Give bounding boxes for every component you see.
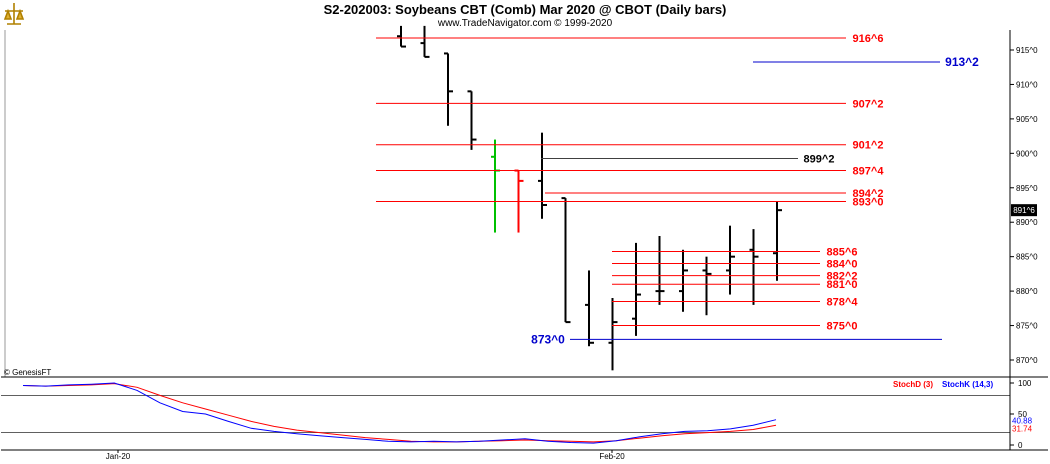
level-label: 873^0 (531, 332, 565, 346)
price-bar (632, 242, 641, 336)
price-tick-label: 880^0 (1016, 287, 1038, 296)
price-tick-label: 870^0 (1016, 356, 1038, 365)
price-bar (749, 229, 759, 305)
price-bar (726, 225, 735, 295)
price-bar (467, 90, 477, 150)
price-bar (773, 201, 782, 281)
level-label: 907^2 (853, 98, 884, 110)
price-tick-label: 875^0 (1016, 322, 1038, 331)
stochD-value-label: 31.74 (1012, 424, 1033, 433)
x-label-jan: Jan-20 (106, 452, 131, 461)
price-tick-label: 895^0 (1016, 184, 1038, 193)
price-bar (491, 139, 500, 233)
price-bar (397, 25, 406, 48)
level-label: 882^2 (827, 271, 858, 283)
level-label: 899^2 (804, 154, 835, 166)
price-tick-label: 890^0 (1016, 218, 1038, 227)
price-bar (702, 256, 712, 316)
copyright-label: © GenesisFT (4, 368, 52, 377)
level-label: 916^6 (853, 33, 884, 45)
chart-subtitle: www.TradeNavigator.com © 1999-2020 (437, 18, 613, 29)
last-price-label: 891^6 (1013, 206, 1035, 215)
level-label: 878^4 (827, 296, 859, 308)
chart-title: S2-202003: Soybeans CBT (Comb) Mar 2020 … (323, 2, 727, 17)
last-price-box (1011, 204, 1037, 217)
stoch-tick-label: 0 (1018, 441, 1023, 450)
price-bar (608, 298, 618, 371)
stoch-series-line (22, 382, 777, 444)
level-label: 881^0 (827, 279, 858, 291)
stoch-series-line (22, 383, 777, 443)
level-label: 901^2 (853, 140, 884, 152)
level-label: 875^0 (827, 321, 858, 333)
level-label: 885^6 (827, 247, 858, 259)
level-label: 897^4 (853, 166, 885, 178)
legend-stochD: StochD (3) (893, 380, 933, 389)
price-bar (420, 25, 430, 58)
stoch-tick-label: 100 (1018, 379, 1032, 388)
price-tick-label: 885^0 (1016, 253, 1038, 262)
price-tick-label: 910^0 (1016, 80, 1038, 89)
price-tick-label: 905^0 (1016, 115, 1038, 124)
stoch-tick-label: 50 (1018, 410, 1027, 419)
price-tick-label: 915^0 (1016, 46, 1038, 55)
stochK-value-label: 40.88 (1012, 417, 1033, 426)
price-bar (655, 236, 665, 305)
level-label: 893^0 (853, 197, 884, 209)
x-label-feb: Feb-20 (599, 452, 625, 461)
legend-stochK: StochK (14,3) (942, 380, 993, 389)
level-label: 913^2 (945, 55, 979, 69)
price-bar (561, 197, 571, 324)
price-bar (679, 249, 688, 312)
level-label: 884^0 (827, 259, 858, 271)
genesis-logo-icon (3, 3, 25, 25)
price-bar (585, 270, 594, 347)
price-tick-label: 900^0 (1016, 149, 1038, 158)
price-bar (538, 132, 547, 219)
level-label: 894^2 (853, 188, 884, 200)
price-bar (444, 52, 453, 126)
